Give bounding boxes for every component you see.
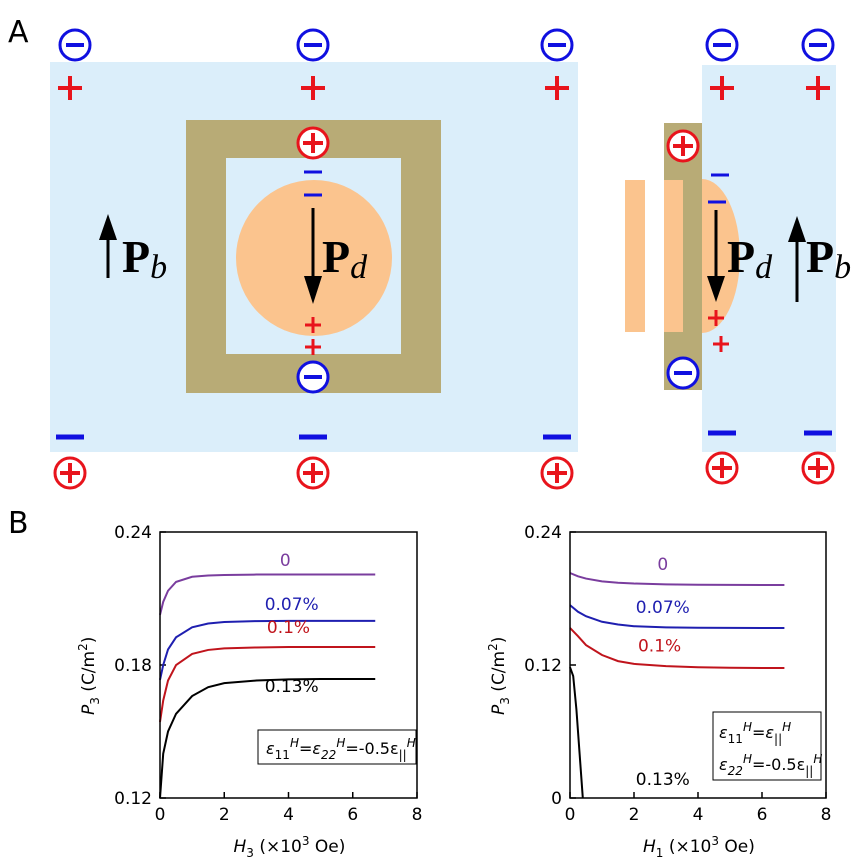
diagram-right: Pd Pb <box>625 30 851 483</box>
series-label: 0 <box>280 551 291 571</box>
annotation-text-part: H <box>782 720 791 734</box>
y-axis-label-part: 2 <box>76 643 90 651</box>
annotation-text-part: =ε <box>752 723 774 742</box>
x-tick-label: 6 <box>757 805 768 825</box>
annotation-text-part: || <box>774 732 782 746</box>
x-tick-label: 8 <box>821 805 832 825</box>
annotation-text-part: H <box>407 736 416 750</box>
series-label: 0.07% <box>265 595 319 615</box>
x-axis-label-part: 3 <box>711 834 719 848</box>
annotation-text-part: H <box>813 752 822 766</box>
x-axis-label: H3 (×103 Oe) <box>234 834 346 859</box>
x-tick-label: 6 <box>347 805 358 825</box>
series-label: 0.07% <box>636 598 690 618</box>
x-tick-label: 8 <box>412 805 423 825</box>
series-line <box>570 573 784 585</box>
series-label: 0.13% <box>265 677 319 697</box>
series-label: 0.1% <box>267 618 310 638</box>
y-axis-label-part: 2 <box>486 643 500 651</box>
x-axis-label-part: H <box>643 837 656 857</box>
y-axis-label-part: 3 <box>88 697 102 705</box>
annotation-text-part: ε <box>266 739 275 758</box>
polarization-label: Pb <box>806 231 851 286</box>
x-tick-label: 0 <box>565 805 576 825</box>
x-axis-label-part: 3 <box>302 834 310 848</box>
annotation-text-part: 11 <box>728 732 743 746</box>
annotation-text-part: 22 <box>728 764 743 778</box>
x-axis-label-part: 3 <box>246 846 254 859</box>
x-axis-label-part: (×10 <box>254 837 302 857</box>
y-tick-label: 0.12 <box>524 656 562 676</box>
y-tick-label: 0 <box>551 789 562 809</box>
series-label: 0 <box>657 555 668 575</box>
x-axis-label-part: (×10 <box>663 837 711 857</box>
panel-label: B <box>8 506 29 541</box>
y-axis-label-part: ) <box>489 637 509 644</box>
annotation-text-part: H <box>336 736 345 750</box>
x-tick-label: 2 <box>219 805 230 825</box>
annotation-text-part: 11 <box>275 748 290 762</box>
figure: A B Pb Pd <box>0 0 854 859</box>
y-axis-label-part: ) <box>79 637 99 644</box>
diagram-left: Pb Pd <box>50 30 578 488</box>
series-line <box>570 667 583 798</box>
annotation-text-part: || <box>805 764 813 778</box>
annotation-text-part: || <box>399 748 407 762</box>
y-axis-label-part: (C/m <box>79 651 99 697</box>
x-tick-label: 0 <box>155 805 166 825</box>
x-tick-label: 4 <box>283 805 294 825</box>
annotation-text-part: =-0.5ε <box>345 739 398 758</box>
x-axis-label-part: Oe) <box>310 837 346 857</box>
series-label: 0.13% <box>636 770 690 790</box>
x-axis-label-part: Oe) <box>719 837 755 857</box>
x-axis-label-part: H <box>234 837 247 857</box>
y-axis-label: P3 (C/m2) <box>486 637 512 715</box>
annotation-text-part: =ε <box>299 739 321 758</box>
x-tick-label: 2 <box>629 805 640 825</box>
annotation-text-part: ε <box>719 723 728 742</box>
series-label: 0.1% <box>638 637 681 657</box>
y-tick-label: 0.18 <box>114 656 152 676</box>
y-tick-label: 0.24 <box>524 523 562 543</box>
y-axis-label: P3 (C/m2) <box>76 637 102 715</box>
x-axis-label-part: 1 <box>656 846 664 859</box>
y-tick-label: 0.24 <box>114 523 152 543</box>
annotation-text-part: H <box>743 752 752 766</box>
annotation-text-part: H <box>290 736 299 750</box>
y-tick-label: 0.12 <box>114 789 152 809</box>
y-axis-label-part: 3 <box>498 697 512 705</box>
panel-label: A <box>8 15 29 50</box>
x-axis-label: H1 (×103 Oe) <box>643 834 755 859</box>
annotation-text-part: ε <box>719 755 728 774</box>
annotation-text-part: H <box>743 720 752 734</box>
annotation-text-part: 22 <box>321 748 336 762</box>
x-tick-label: 4 <box>693 805 704 825</box>
y-axis-label-part: (C/m <box>489 651 509 697</box>
annotation-text-part: =-0.5ε <box>752 755 805 774</box>
